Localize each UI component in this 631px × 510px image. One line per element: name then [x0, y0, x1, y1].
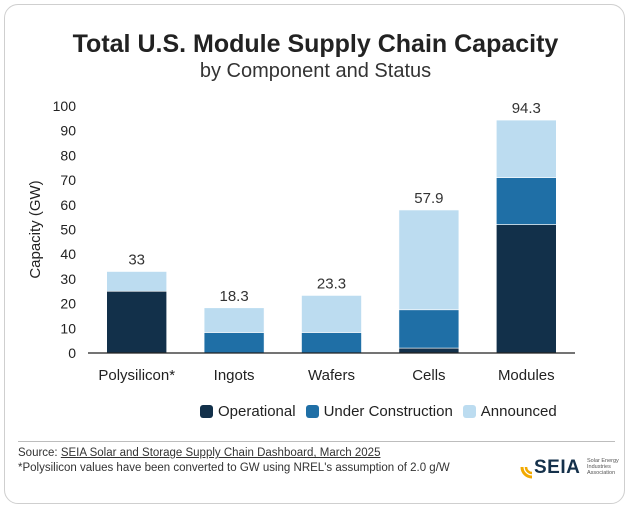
bar-modules-operational — [495, 224, 557, 354]
legend-swatch-under-construction — [305, 405, 319, 418]
bar-wafers-under-construction — [301, 332, 362, 354]
total-data-label: 23.3 — [317, 275, 346, 292]
bar-cells-operational — [398, 347, 460, 354]
bar-cells-announced — [398, 209, 460, 311]
source-link[interactable]: SEIA Solar and Storage Supply Chain Dash… — [60, 447, 381, 459]
legend-swatch-announced — [462, 405, 476, 418]
total-data-label: 94.3 — [512, 100, 541, 117]
y-tick-label: 20 — [60, 296, 76, 312]
sun-icon — [520, 466, 533, 479]
bar-cells-under-construction — [398, 309, 460, 349]
bar-ingots-under-construction — [203, 332, 265, 354]
x-tick-label: Modules — [498, 367, 555, 384]
source-prefix: Source: — [18, 447, 61, 459]
y-tick-label: 50 — [60, 222, 76, 238]
bar-polysilicon-announced — [106, 271, 167, 292]
legend-item-operational: Operational — [200, 403, 296, 420]
logo-wordmark: SEIA — [534, 457, 581, 478]
source-line: Source: SEIA Solar and Storage Supply Ch… — [18, 446, 498, 461]
x-tick-label: Cells — [412, 367, 445, 384]
legend-item-announced: Announced — [462, 403, 557, 420]
x-tick-label: Polysilicon* — [98, 367, 175, 384]
bar-ingots-announced — [203, 307, 265, 333]
legend-label-announced: Announced — [480, 403, 557, 420]
legend-label-under-construction: Under Construction — [323, 403, 453, 420]
y-tick-label: 60 — [60, 197, 76, 213]
total-data-label: 57.9 — [414, 190, 443, 207]
chart-subtitle: by Component and Status — [199, 60, 432, 82]
bar-modules-under-construction — [495, 177, 557, 225]
total-data-label: 18.3 — [219, 288, 248, 305]
logo-tagline: Solar Energy Industries Association — [587, 458, 619, 476]
x-tick-label: Wafers — [308, 367, 355, 384]
y-tick-label: 10 — [60, 320, 76, 336]
footer-divider — [18, 441, 615, 442]
y-axis-label: Capacity (GW) — [27, 180, 44, 278]
bar-polysilicon-operational — [106, 290, 167, 354]
y-tick-label: 70 — [60, 172, 76, 188]
x-tick-label: Ingots — [214, 367, 255, 384]
y-tick-label: 100 — [53, 98, 77, 114]
y-tick-label: 90 — [60, 123, 76, 139]
legend-swatch-operational — [200, 405, 213, 418]
y-tick-label: 40 — [60, 246, 76, 262]
legend-label-operational: Operational — [218, 403, 296, 420]
footnote: *Polysilicon values have been converted … — [18, 462, 450, 474]
legend-item-under-construction: Under Construction — [305, 403, 453, 420]
y-tick-label: 0 — [68, 345, 76, 361]
bar-wafers-announced — [301, 295, 362, 333]
y-tick-label: 30 — [60, 271, 76, 287]
y-tick-label: 80 — [60, 147, 76, 163]
stacked-bar-chart: 0 10 20 30 40 50 60 70 80 90 100 Capacity (GW) 33 Pol… — [27, 98, 575, 384]
bar-modules-announced — [495, 119, 557, 178]
chart-title: Total U.S. Module Supply Chain Capacity — [72, 30, 559, 58]
legend: Operational Under Construction Announced — [200, 403, 557, 420]
footer: Source: SEIA Solar and Storage Supply Ch… — [18, 446, 498, 476]
seia-logo: SEIA Solar Energy Industries Association — [520, 451, 620, 485]
total-data-label: 33 — [128, 251, 145, 268]
